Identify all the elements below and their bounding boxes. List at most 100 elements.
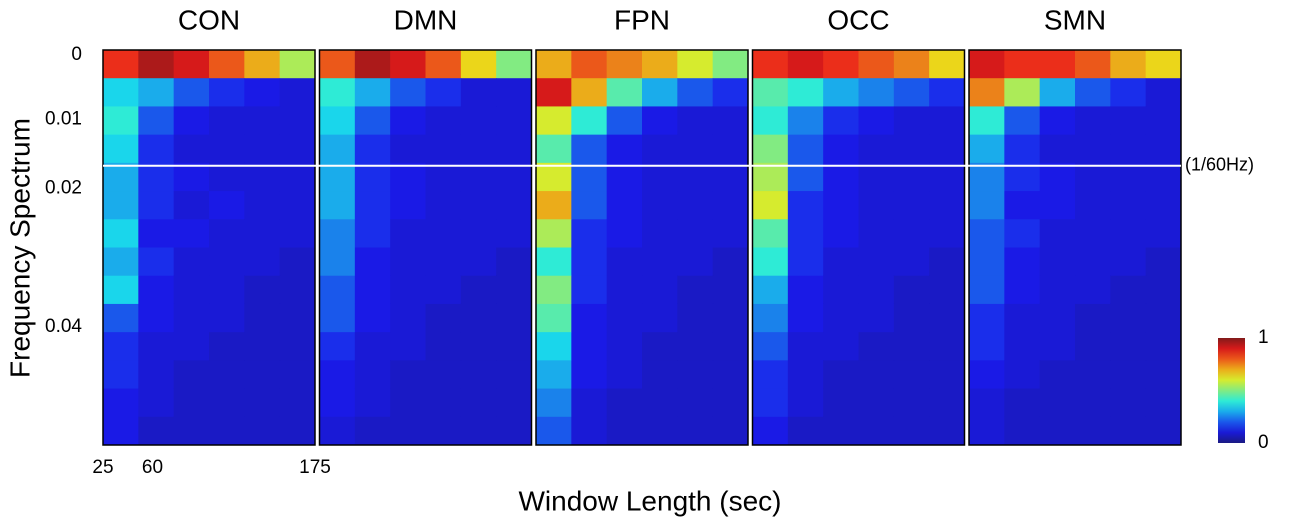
heatmap-cell xyxy=(173,303,210,333)
heatmap-cell xyxy=(893,219,930,248)
heatmap-cell xyxy=(1110,134,1147,164)
heatmap-cell xyxy=(571,191,608,220)
heatmap-cell xyxy=(425,106,462,136)
heatmap-cell xyxy=(138,191,175,220)
heatmap-cell xyxy=(390,219,426,248)
heatmap-cell xyxy=(1110,303,1147,333)
heatmap-cell xyxy=(1145,332,1182,361)
heatmap-cell xyxy=(496,303,532,333)
panel-frame xyxy=(102,49,316,446)
heatmap-cell xyxy=(279,162,316,192)
heatmap-cell xyxy=(173,78,210,107)
heatmap-cell xyxy=(606,219,643,248)
heatmap-cell xyxy=(536,416,572,446)
heatmap-cell xyxy=(787,50,824,79)
heatmap-cell xyxy=(103,191,139,220)
heatmap-cell xyxy=(1110,191,1147,220)
heatmap-cell xyxy=(1004,50,1041,79)
heatmap-cell xyxy=(606,388,643,418)
heatmap-cell xyxy=(209,219,245,248)
heatmap-cell xyxy=(319,50,356,79)
heatmap-cell xyxy=(496,275,532,305)
heatmap-cell xyxy=(354,416,391,446)
heatmap-cell xyxy=(425,191,462,220)
heatmap-cell xyxy=(606,275,643,305)
heatmap-cell xyxy=(1075,332,1111,361)
heatmap-cell xyxy=(244,50,281,79)
heatmap-cell xyxy=(173,388,210,418)
heatmap-cell xyxy=(460,303,497,333)
heatmap-cell xyxy=(460,219,497,248)
heatmap-cell xyxy=(103,388,139,418)
heatmap-cell xyxy=(1075,416,1111,446)
heatmap-cell xyxy=(354,247,391,277)
heatmap-cell xyxy=(460,388,497,418)
heatmap-cell xyxy=(642,247,678,277)
heatmap-cell xyxy=(1110,360,1147,390)
heatmap-cell xyxy=(893,134,930,164)
heatmap-cell xyxy=(279,78,316,107)
heatmap-cell xyxy=(319,78,356,107)
heatmap-cell xyxy=(354,134,391,164)
heatmap-cell xyxy=(536,332,572,361)
heatmap-cell xyxy=(677,388,714,418)
heatmap-cell xyxy=(752,134,789,164)
heatmap-cell xyxy=(1110,219,1147,248)
heatmap-cell xyxy=(1075,106,1111,136)
heatmap-cell xyxy=(571,360,608,390)
heatmap-cell xyxy=(1110,247,1147,277)
heatmap-cell xyxy=(893,360,930,390)
heatmap-cell xyxy=(1039,106,1076,136)
heatmap-cell xyxy=(893,416,930,446)
heatmap-cell xyxy=(858,219,895,248)
heatmap-cell xyxy=(103,219,139,248)
heatmap-cell xyxy=(460,360,497,390)
heatmap-cell xyxy=(969,247,1005,277)
heatmap-cell xyxy=(460,247,497,277)
heatmap-cell xyxy=(929,332,965,361)
heatmap-cell xyxy=(823,78,859,107)
heatmap-cell xyxy=(677,416,714,446)
heatmap-cell xyxy=(425,247,462,277)
heatmap-cell xyxy=(858,78,895,107)
heatmap-cell xyxy=(425,50,462,79)
heatmap-cell xyxy=(1004,275,1041,305)
heatmap-cell xyxy=(787,106,824,136)
heatmap xyxy=(536,50,749,446)
heatmap-cell xyxy=(209,50,245,79)
heatmap-cell xyxy=(319,275,356,305)
heatmap-cell xyxy=(173,191,210,220)
heatmap-cell xyxy=(823,134,859,164)
heatmap-cell xyxy=(823,416,859,446)
heatmap-cell xyxy=(606,416,643,446)
heatmap-cell xyxy=(279,360,316,390)
heatmap-cell xyxy=(390,416,426,446)
heatmap-cell xyxy=(858,106,895,136)
heatmap-cell xyxy=(823,191,859,220)
heatmap-cell xyxy=(354,388,391,418)
heatmap-cell xyxy=(354,360,391,390)
heatmap-cell xyxy=(1075,388,1111,418)
heatmap-cell xyxy=(209,162,245,192)
panel-frame xyxy=(751,49,966,446)
heatmap-cell xyxy=(209,247,245,277)
heatmap-cell xyxy=(390,191,426,220)
heatmap xyxy=(752,50,965,446)
heatmap-cell xyxy=(969,219,1005,248)
heatmap-cell xyxy=(103,50,139,79)
heatmap-cell xyxy=(209,78,245,107)
heatmap-cell xyxy=(1004,191,1041,220)
heatmap-cell xyxy=(929,191,965,220)
heatmap-cell xyxy=(173,106,210,136)
heatmap-cell xyxy=(858,416,895,446)
heatmap-cell xyxy=(677,191,714,220)
heatmap-cell xyxy=(893,191,930,220)
heatmap-cell xyxy=(425,162,462,192)
y-tick-label: 0.01 xyxy=(45,108,82,129)
heatmap-cell xyxy=(279,416,316,446)
heatmap-cell xyxy=(1004,303,1041,333)
heatmap-cell xyxy=(425,303,462,333)
heatmap-cell xyxy=(173,162,210,192)
heatmap xyxy=(103,50,316,446)
heatmap-cell xyxy=(354,303,391,333)
